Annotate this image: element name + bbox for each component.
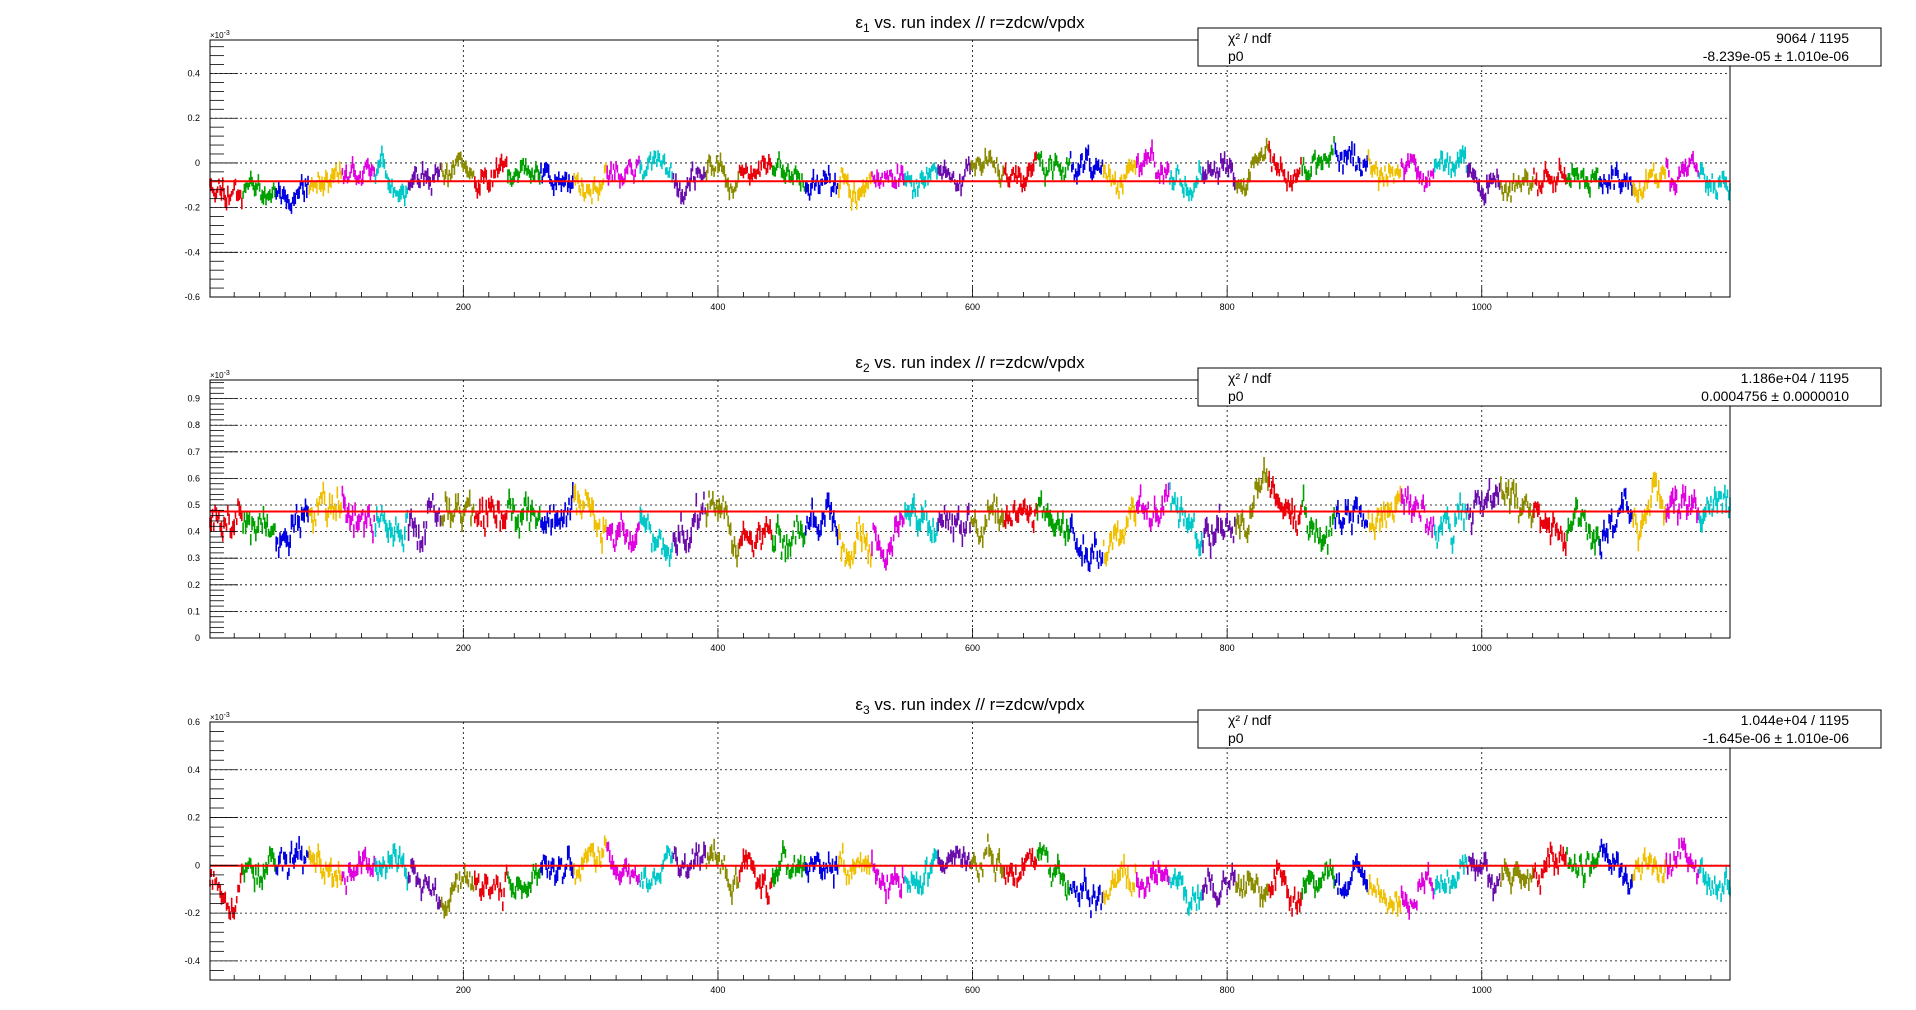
exponent-base: ×10 (210, 31, 224, 40)
title-text: vs. run index // r=zdcw/vpdx (870, 353, 1085, 372)
data-series (209, 456, 1731, 573)
x-tick-label: 800 (1220, 643, 1235, 653)
y-tick-label: 0.1 (187, 606, 200, 616)
x-tick-label: 400 (710, 985, 725, 995)
y-tick-label: 0.6 (187, 473, 200, 483)
stats-box-frame (1197, 27, 1882, 67)
y-tick-label: -0.2 (184, 203, 200, 213)
y-tick-label: -0.2 (184, 908, 200, 918)
title-epsilon: ε (855, 353, 863, 372)
x-tick-label: 1000 (1472, 985, 1492, 995)
y-tick-label: 0.9 (187, 394, 200, 404)
x-tick-label: 200 (456, 643, 471, 653)
data-series (209, 136, 1731, 214)
y-tick-label: 0.8 (187, 420, 200, 430)
stats-value-chi2: 9064 / 1195 (1776, 30, 1849, 46)
x-tick-label: 1000 (1472, 643, 1492, 653)
panel-title: ε1 vs. run index // r=zdcw/vpdx (855, 13, 1085, 35)
stats-value-chi2: 1.044e+04 / 1195 (1741, 712, 1850, 728)
x-tick-label: 400 (710, 302, 725, 312)
panel-title: ε3 vs. run index // r=zdcw/vpdx (855, 695, 1085, 717)
stats-box: χ² / ndf 1.044e+04 / 1195 p0 -1.645e-06 ± 1… (1197, 709, 1882, 749)
y-tick-label: 0.6 (187, 717, 200, 727)
stats-box-frame (1197, 709, 1882, 749)
data-series (209, 833, 1731, 921)
panel-title: ε2 vs. run index // r=zdcw/vpdx (855, 353, 1085, 375)
y-exponent-label: ×10-3 (210, 370, 230, 380)
y-tick-label: 0 (195, 860, 200, 870)
exponent-base: ×10 (210, 713, 224, 722)
title-subscript: 1 (863, 21, 870, 35)
y-exponent-label: ×10-3 (210, 30, 230, 40)
stats-label-chi2: χ² / ndf (1228, 30, 1271, 46)
panel-3: ε3 vs. run index // r=zdcw/vpdx 200 400 600… (184, 695, 1882, 995)
panel-2: ε2 vs. run index // r=zdcw/vpdx 200 400 600… (187, 353, 1882, 653)
stats-label-p0: p0 (1228, 48, 1244, 64)
y-tick-label: -0.4 (184, 247, 200, 257)
title-epsilon: ε (855, 695, 863, 714)
stats-label-chi2: χ² / ndf (1228, 712, 1271, 728)
y-tick-label: 0.7 (187, 447, 200, 457)
title-text: vs. run index // r=zdcw/vpdx (870, 13, 1085, 32)
stats-label-chi2: χ² / ndf (1228, 370, 1271, 386)
stats-box: χ² / ndf 1.186e+04 / 1195 p0 0.0004756 ± 0.… (1197, 367, 1882, 407)
stats-label-p0: p0 (1228, 388, 1244, 404)
exponent-power: -3 (224, 30, 230, 37)
y-tick-label: 0.2 (187, 580, 200, 590)
stats-value-p0: 0.0004756 ± 0.0000010 (1701, 388, 1849, 404)
x-tick-label: 200 (456, 985, 471, 995)
y-tick-label: 0.3 (187, 553, 200, 563)
stats-value-chi2: 1.186e+04 / 1195 (1741, 370, 1850, 386)
y-tick-label: -0.4 (184, 956, 200, 966)
x-tick-label: 600 (965, 643, 980, 653)
x-tick-label: 200 (456, 302, 471, 312)
plot-frame (209, 721, 1731, 981)
title-subscript: 3 (863, 703, 870, 717)
y-tick-label: 0 (195, 633, 200, 643)
panel-1: ε1 vs. run index // r=zdcw/vpdx 200 400 600… (184, 13, 1882, 312)
x-tick-label: 800 (1220, 985, 1235, 995)
title-epsilon: ε (855, 13, 863, 32)
y-tick-label: 0.2 (187, 813, 200, 823)
y-tick-label: 0.5 (187, 500, 200, 510)
y-tick-label: 0.4 (187, 765, 200, 775)
plot-frame (209, 379, 1731, 639)
plot-frame (209, 39, 1731, 298)
x-tick-label: 400 (710, 643, 725, 653)
x-tick-label: 600 (965, 302, 980, 312)
title-subscript: 2 (863, 361, 870, 375)
stats-box-frame (1197, 367, 1882, 407)
exponent-base: ×10 (210, 371, 224, 380)
exponent-power: -3 (224, 370, 230, 377)
x-tick-label: 800 (1220, 302, 1235, 312)
stats-value-p0: -8.239e-05 ± 1.010e-06 (1703, 48, 1849, 64)
y-exponent-label: ×10-3 (210, 712, 230, 722)
stats-label-p0: p0 (1228, 730, 1244, 746)
x-tick-label: 600 (965, 985, 980, 995)
y-tick-label: 0.4 (187, 69, 200, 79)
exponent-power: -3 (224, 712, 230, 719)
stats-value-p0: -1.645e-06 ± 1.010e-06 (1703, 730, 1849, 746)
x-tick-label: 1000 (1472, 302, 1492, 312)
y-tick-label: 0 (195, 158, 200, 168)
y-tick-label: 0.2 (187, 113, 200, 123)
y-tick-label: 0.4 (187, 527, 200, 537)
stats-box: χ² / ndf 9064 / 1195 p0 -8.239e-05 ± 1.010e… (1197, 27, 1882, 67)
y-tick-label: -0.6 (184, 292, 200, 302)
title-text: vs. run index // r=zdcw/vpdx (870, 695, 1085, 714)
